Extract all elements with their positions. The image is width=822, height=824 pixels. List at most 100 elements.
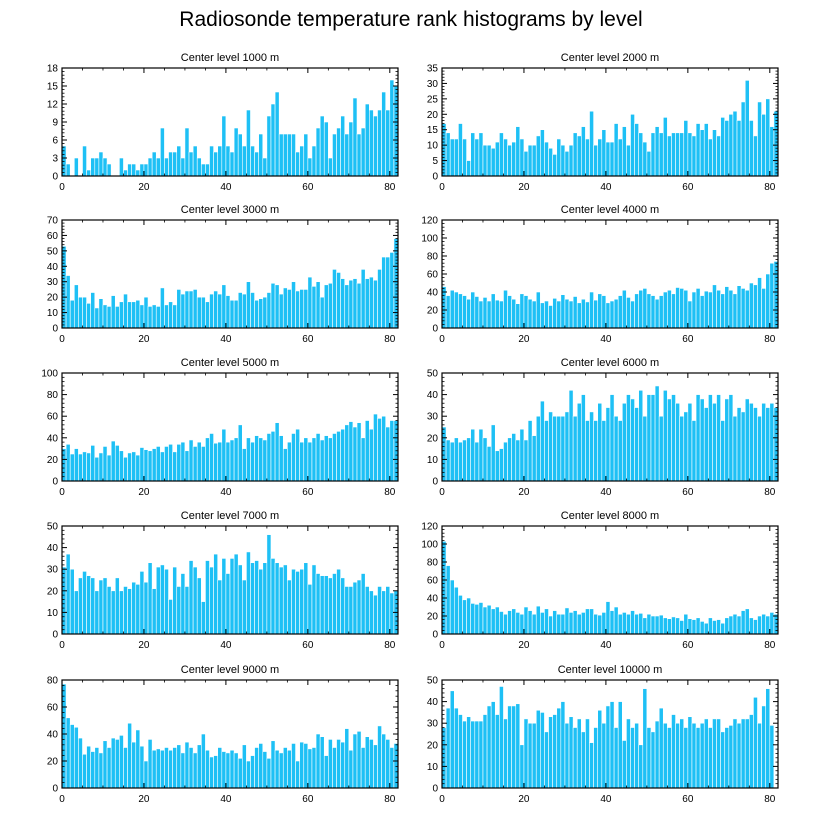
- histogram-bar: [490, 608, 496, 635]
- histogram-bar: [548, 305, 553, 329]
- histogram-bar: [650, 615, 656, 635]
- histogram-bar: [744, 80, 750, 177]
- histogram-bar: [683, 613, 689, 635]
- histogram-bar: [217, 145, 223, 177]
- histogram-bar: [675, 617, 680, 635]
- histogram-bar: [86, 303, 91, 329]
- histogram-bar: [209, 145, 214, 177]
- histogram-bar: [486, 144, 492, 177]
- histogram-bar: [348, 421, 354, 482]
- histogram-bar: [139, 571, 145, 635]
- x-tick-label: 60: [682, 334, 694, 345]
- histogram-bar: [544, 300, 549, 329]
- y-tick-label: 10: [47, 308, 59, 319]
- x-tick-label: 20: [518, 640, 530, 651]
- histogram-bar: [315, 127, 321, 177]
- histogram-bar: [217, 579, 223, 635]
- histogram-bar: [699, 295, 705, 329]
- histogram-bar: [765, 98, 771, 177]
- histogram-bar: [634, 722, 639, 789]
- histogram-bar: [86, 169, 91, 177]
- histogram-bar: [241, 448, 247, 482]
- histogram-bar: [753, 619, 758, 635]
- histogram-bar: [184, 127, 190, 177]
- histogram-bar: [192, 145, 198, 177]
- histogram-bar: [319, 736, 325, 789]
- histogram-bar: [393, 238, 399, 329]
- histogram-bar: [703, 290, 709, 329]
- histogram-bar: [658, 707, 664, 789]
- y-tick-label: 0: [432, 784, 438, 795]
- histogram-bar: [556, 613, 562, 635]
- histogram-bar: [572, 132, 578, 177]
- histogram-bar: [593, 420, 599, 482]
- histogram-bar: [478, 132, 484, 177]
- histogram-bar: [527, 144, 533, 177]
- histogram-bar: [135, 299, 141, 329]
- histogram-bar: [470, 291, 476, 329]
- histogram-bar: [552, 154, 558, 177]
- histogram-bar: [340, 428, 346, 482]
- histogram-bar: [503, 718, 508, 789]
- histogram-bar: [753, 284, 758, 329]
- panel-title: Center level 7000 m: [181, 510, 279, 522]
- y-tick-label: 40: [47, 262, 59, 273]
- y-tick-label: 0: [52, 172, 58, 183]
- y-tick-label: 0: [432, 324, 438, 335]
- histogram-bar: [601, 612, 607, 635]
- histogram-bar: [568, 300, 574, 329]
- histogram-bar: [765, 273, 771, 329]
- x-tick-label: 20: [138, 487, 150, 498]
- histogram-bar: [470, 132, 476, 177]
- y-tick-label: 40: [427, 594, 439, 605]
- histogram-bar: [773, 261, 779, 329]
- histogram-bar: [560, 701, 566, 789]
- histogram-bar: [168, 301, 173, 329]
- histogram-bar: [160, 451, 165, 482]
- histogram-bar: [515, 303, 521, 329]
- histogram-bar: [192, 566, 198, 635]
- histogram-bar: [466, 437, 471, 482]
- histogram-bar: [262, 157, 268, 177]
- y-tick-label: 40: [427, 697, 439, 708]
- histogram-bar: [369, 428, 374, 482]
- histogram-bar: [389, 79, 395, 177]
- histogram-bar: [151, 151, 157, 177]
- histogram-bar: [662, 117, 668, 177]
- x-tick-label: 40: [600, 640, 612, 651]
- histogram-bar: [544, 608, 549, 635]
- histogram-bar: [73, 448, 79, 482]
- histogram-bar: [319, 115, 325, 177]
- histogram-bar: [73, 157, 79, 177]
- histogram-bar: [303, 133, 309, 177]
- x-tick-label: 0: [439, 182, 445, 193]
- histogram-bar: [98, 579, 104, 635]
- histogram-bar: [581, 731, 586, 789]
- histogram-bar: [356, 422, 362, 482]
- histogram-bar: [695, 123, 701, 177]
- histogram-bar: [478, 720, 484, 789]
- histogram-bar: [445, 439, 451, 482]
- histogram-bar: [646, 613, 652, 635]
- histogram-bar: [531, 144, 537, 177]
- y-tick-label: 25: [427, 94, 439, 105]
- x-tick-label: 20: [518, 334, 530, 345]
- histogram-bar: [155, 157, 161, 177]
- histogram-panel-4: Center level 4000 m 0 20 40 60 80 100 120 0 20 40 6…: [421, 204, 779, 345]
- histogram-bar: [458, 123, 463, 177]
- histogram-bar: [192, 446, 198, 482]
- histogram-bar: [728, 615, 734, 635]
- histogram-bar: [102, 740, 108, 789]
- x-tick-label: 0: [59, 794, 65, 805]
- histogram-bar: [679, 415, 685, 482]
- histogram-bar: [160, 749, 165, 789]
- histogram-bar: [258, 133, 264, 177]
- histogram-bar: [69, 453, 75, 482]
- histogram-bar: [119, 450, 124, 482]
- histogram-bar: [716, 135, 721, 177]
- histogram-bar: [246, 760, 251, 789]
- histogram-bar: [585, 420, 590, 482]
- histogram-bar: [352, 426, 358, 482]
- histogram-bar: [769, 725, 775, 789]
